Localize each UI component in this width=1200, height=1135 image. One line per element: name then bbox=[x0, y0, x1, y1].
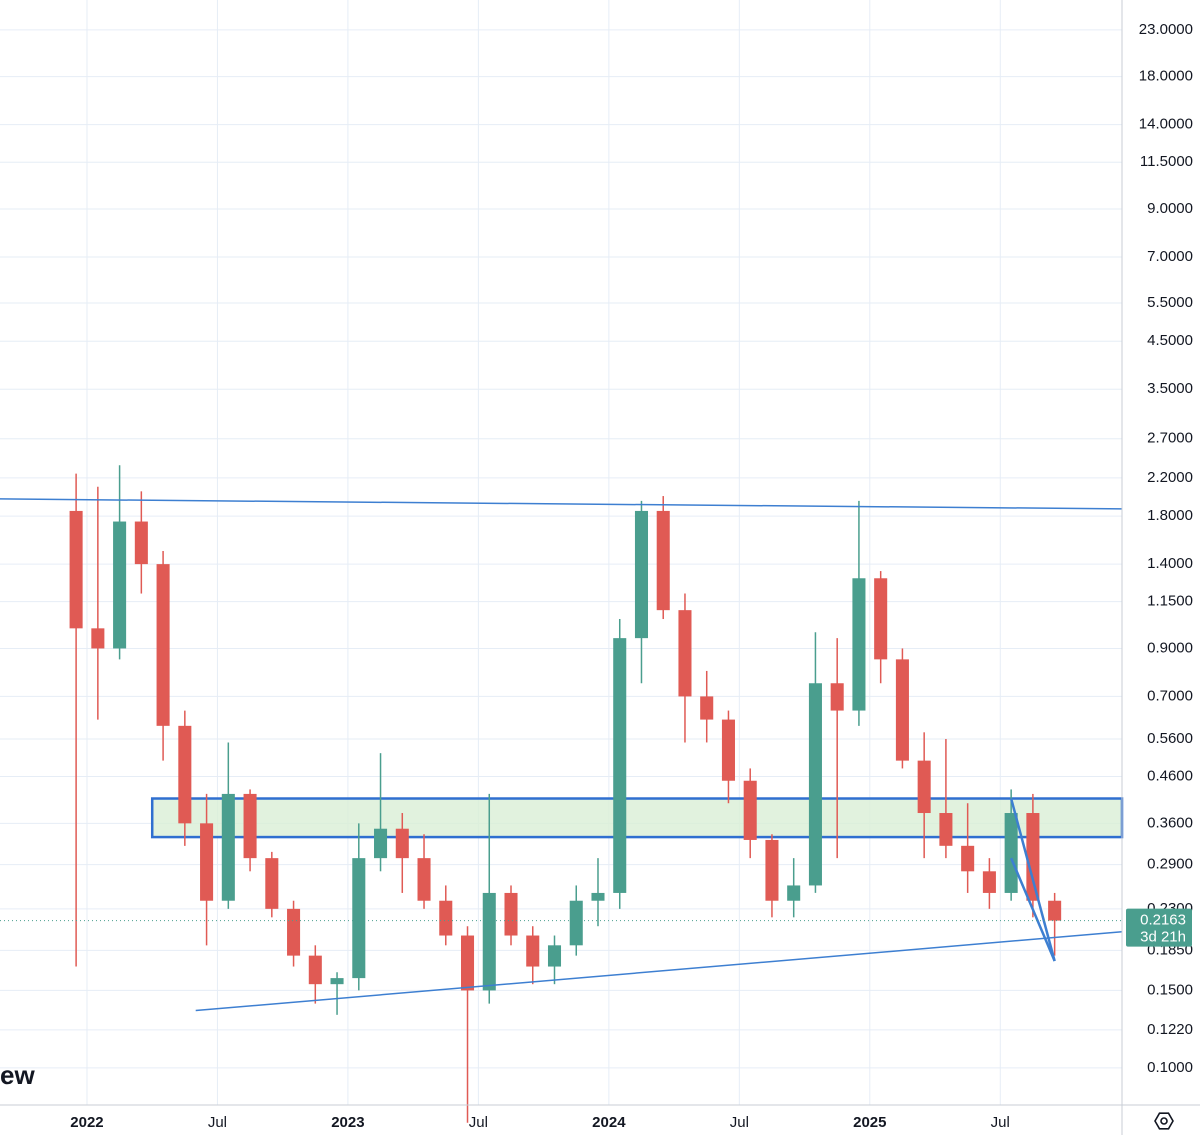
candle-body bbox=[460, 935, 475, 991]
x-tick-label: 2022 bbox=[70, 1114, 103, 1131]
candle-body bbox=[1026, 813, 1040, 901]
y-tick-label: 0.3600 bbox=[1147, 814, 1193, 831]
candle-body bbox=[265, 858, 279, 909]
trend-line bbox=[1009, 857, 1056, 962]
zone bbox=[150, 797, 1124, 839]
y-tick-label: 9.0000 bbox=[1147, 200, 1193, 217]
candle-body bbox=[656, 510, 670, 611]
candle-body bbox=[308, 955, 322, 985]
y-tick-label: 0.1220 bbox=[1147, 1021, 1193, 1038]
candle-body bbox=[526, 935, 540, 967]
candle-body bbox=[113, 521, 127, 649]
y-tick-label: 3.5000 bbox=[1147, 380, 1193, 397]
x-tick-label: Jul bbox=[991, 1114, 1010, 1131]
candle-body bbox=[678, 610, 692, 697]
candle-body bbox=[374, 828, 388, 859]
candle-body bbox=[1048, 900, 1062, 921]
countdown-label: 3d 21h bbox=[1140, 929, 1186, 946]
candle-body bbox=[939, 813, 953, 846]
y-tick-label: 0.2900 bbox=[1147, 856, 1193, 873]
candle-body bbox=[69, 510, 83, 629]
candle-body bbox=[287, 908, 301, 956]
settings-icon[interactable] bbox=[1154, 1112, 1174, 1130]
x-tick-label: Jul bbox=[730, 1114, 749, 1131]
candle-body bbox=[808, 683, 822, 886]
y-tick-label: 1.4000 bbox=[1147, 555, 1193, 572]
last-price-label: 0.2163 bbox=[1140, 912, 1186, 929]
candle-body bbox=[961, 845, 975, 872]
candle-body bbox=[787, 885, 801, 901]
x-tick-label: 2024 bbox=[592, 1114, 626, 1131]
y-tick-label: 2.2000 bbox=[1147, 469, 1193, 486]
candle-body bbox=[417, 858, 431, 901]
candle-body bbox=[765, 839, 779, 901]
candle-body bbox=[439, 900, 453, 936]
y-tick-label: 18.0000 bbox=[1139, 68, 1193, 85]
candle-body bbox=[982, 871, 996, 893]
y-tick-label: 0.1500 bbox=[1147, 981, 1193, 998]
candle-body bbox=[917, 760, 931, 814]
y-tick-label: 2.7000 bbox=[1147, 430, 1193, 447]
candle-body bbox=[721, 719, 735, 781]
y-tick-label: 7.0000 bbox=[1147, 248, 1193, 265]
y-tick-label: 0.4600 bbox=[1147, 768, 1193, 785]
y-tick-label: 0.1000 bbox=[1147, 1059, 1193, 1076]
candle-body bbox=[700, 696, 714, 720]
y-tick-label: 0.7000 bbox=[1147, 687, 1193, 704]
y-tick-label: 0.9000 bbox=[1147, 639, 1193, 656]
candle-body bbox=[330, 978, 344, 985]
y-tick-label: 5.5000 bbox=[1147, 294, 1193, 311]
candle-body bbox=[352, 858, 366, 979]
candle-body bbox=[200, 823, 214, 901]
trend-line bbox=[1009, 798, 1056, 962]
candle-body bbox=[874, 578, 888, 660]
candle-body bbox=[178, 725, 192, 824]
candle-body bbox=[91, 628, 105, 649]
candle-body bbox=[591, 892, 605, 901]
candle-body bbox=[156, 564, 170, 726]
candle-body bbox=[1004, 813, 1018, 893]
candle-body bbox=[569, 900, 583, 946]
candle-body bbox=[482, 892, 496, 991]
last-price-box bbox=[1126, 908, 1192, 947]
candle-body bbox=[613, 638, 627, 893]
candle-body bbox=[743, 780, 757, 840]
x-tick-label: 2023 bbox=[331, 1114, 364, 1131]
settings-hex bbox=[1154, 1112, 1174, 1130]
candle-body bbox=[504, 892, 518, 936]
candle-body bbox=[547, 945, 562, 967]
x-tick-label: Jul bbox=[208, 1114, 227, 1131]
candle-body bbox=[895, 659, 909, 761]
candle-body bbox=[395, 828, 409, 859]
y-tick-label: 4.5000 bbox=[1147, 332, 1193, 349]
y-tick-label: 0.5600 bbox=[1147, 730, 1193, 747]
y-tick-label: 11.5000 bbox=[1140, 153, 1193, 170]
y-tick-label: 1.8000 bbox=[1147, 507, 1193, 524]
candle-body bbox=[134, 521, 148, 565]
y-tick-label: 14.0000 bbox=[1139, 116, 1193, 133]
x-tick-label: 2025 bbox=[853, 1114, 886, 1131]
x-tick-label: Jul bbox=[469, 1114, 488, 1131]
y-tick-label: 23.0000 bbox=[1139, 21, 1193, 38]
trend-line bbox=[195, 930, 1123, 1012]
watermark: ew bbox=[0, 1060, 35, 1090]
candle-body bbox=[243, 793, 257, 859]
settings-dot bbox=[1160, 1117, 1168, 1125]
candle-body bbox=[634, 510, 649, 639]
trend-line bbox=[0, 498, 1123, 510]
candle-body bbox=[852, 578, 866, 711]
y-tick-label: 1.1500 bbox=[1147, 593, 1193, 610]
candle-body bbox=[830, 683, 844, 711]
candle-body bbox=[221, 793, 235, 901]
